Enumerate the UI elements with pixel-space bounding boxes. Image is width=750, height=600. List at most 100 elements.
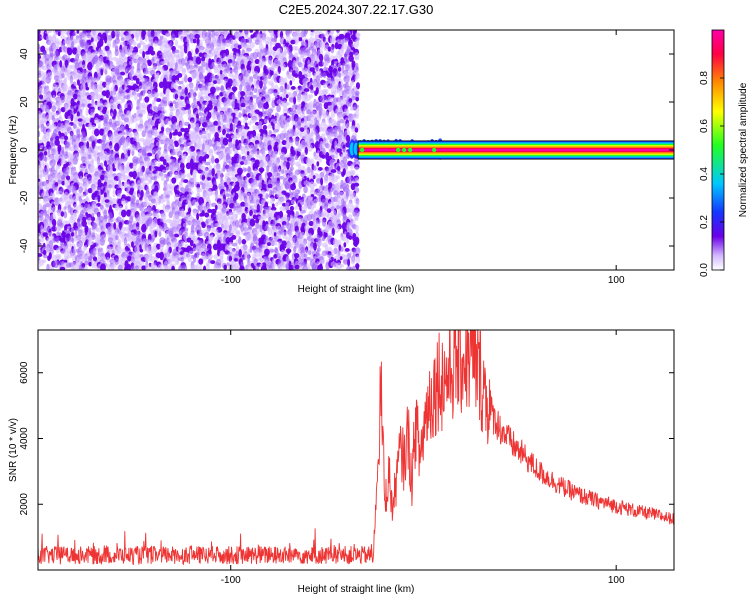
noise-cell	[273, 117, 278, 125]
noise-cell	[198, 112, 204, 116]
noise-cell	[64, 131, 68, 137]
noise-cell	[259, 135, 263, 141]
noise-cell	[269, 41, 273, 50]
noise-cell	[76, 79, 81, 86]
noise-cell	[323, 176, 329, 184]
noise-cell	[228, 137, 233, 143]
noise-cell	[348, 214, 353, 219]
noise-cell	[67, 47, 73, 56]
noise-cell	[57, 55, 62, 61]
noise-cell	[121, 209, 127, 218]
noise-cell	[207, 224, 212, 232]
noise-cell	[160, 75, 164, 84]
noise-cell	[280, 169, 285, 174]
noise-cell	[140, 189, 144, 199]
noise-cell	[38, 130, 41, 138]
noise-cell	[177, 80, 184, 85]
noise-cell	[355, 82, 360, 90]
noise-cell	[178, 230, 182, 239]
noise-cell	[189, 239, 194, 247]
noise-cell	[96, 187, 102, 192]
noise-cell	[351, 106, 357, 111]
noise-cell	[322, 82, 327, 89]
noise-cell	[345, 170, 352, 178]
noise-cell	[276, 172, 280, 177]
noise-cell	[159, 92, 165, 98]
noise-cell	[277, 87, 282, 95]
noise-cell	[153, 106, 159, 111]
noise-cell	[87, 61, 93, 71]
noise-cell	[207, 172, 212, 178]
noise-cell	[105, 100, 109, 110]
noise-cell	[221, 206, 227, 214]
noise-cell	[288, 97, 295, 103]
noise-cell	[233, 108, 239, 115]
noise-cell	[213, 80, 218, 85]
noise-cell	[195, 83, 199, 91]
noise-cell	[72, 213, 77, 222]
noise-cell	[165, 183, 170, 190]
noise-cell	[207, 82, 212, 87]
noise-cell	[114, 142, 120, 152]
noise-cell	[77, 204, 84, 210]
noise-cell	[156, 72, 160, 78]
noise-cell	[324, 232, 328, 238]
noise-cell	[273, 91, 279, 97]
noise-cell	[225, 133, 230, 139]
noise-cell	[174, 79, 179, 85]
noise-cell	[84, 189, 89, 196]
noise-cell	[243, 195, 248, 203]
noise-cell	[260, 168, 263, 174]
noise-cell	[165, 166, 171, 171]
noise-cell	[276, 122, 281, 131]
noise-cell	[336, 30, 340, 37]
noise-cell	[265, 193, 269, 200]
noise-cell	[212, 114, 216, 121]
noise-cell	[285, 94, 289, 99]
noise-cell	[112, 167, 117, 172]
noise-cell	[288, 141, 294, 148]
noise-cell	[327, 136, 332, 141]
noise-cell	[247, 108, 251, 115]
noise-cell	[297, 122, 302, 130]
noise-cell	[270, 70, 274, 76]
noise-cell	[304, 52, 308, 57]
noise-cell	[128, 60, 134, 66]
noise-cell	[96, 119, 102, 124]
noise-cell	[84, 136, 89, 142]
noise-cell	[38, 54, 42, 60]
noise-cell	[45, 199, 50, 204]
noise-cell	[264, 146, 269, 151]
noise-cell	[354, 111, 360, 120]
noise-cell	[287, 73, 293, 80]
noise-cell	[322, 71, 327, 79]
noise-cell	[84, 182, 88, 191]
noise-cell	[60, 106, 66, 113]
noise-cell	[213, 65, 219, 74]
noise-cell	[296, 95, 302, 103]
noise-cell	[38, 113, 41, 122]
noise-cell	[99, 61, 104, 66]
noise-cell	[238, 236, 242, 245]
noise-cell	[249, 30, 254, 33]
noise-cell	[85, 107, 89, 117]
noise-cell	[38, 238, 41, 244]
noise-cell	[234, 163, 239, 168]
noise-cell	[198, 73, 204, 83]
noise-cell	[335, 175, 341, 180]
noise-cell	[132, 181, 136, 191]
noise-cell	[64, 194, 68, 203]
noise-cell	[135, 141, 141, 148]
noise-cell	[57, 101, 61, 110]
noise-cell	[272, 123, 275, 131]
noise-cell	[51, 192, 55, 199]
noise-cell	[184, 87, 188, 96]
noise-cell	[252, 71, 258, 76]
noise-cell	[61, 125, 66, 133]
noise-cell	[89, 135, 95, 141]
noise-cell	[285, 204, 290, 211]
noise-cell	[177, 201, 182, 208]
noise-cell	[266, 125, 273, 129]
